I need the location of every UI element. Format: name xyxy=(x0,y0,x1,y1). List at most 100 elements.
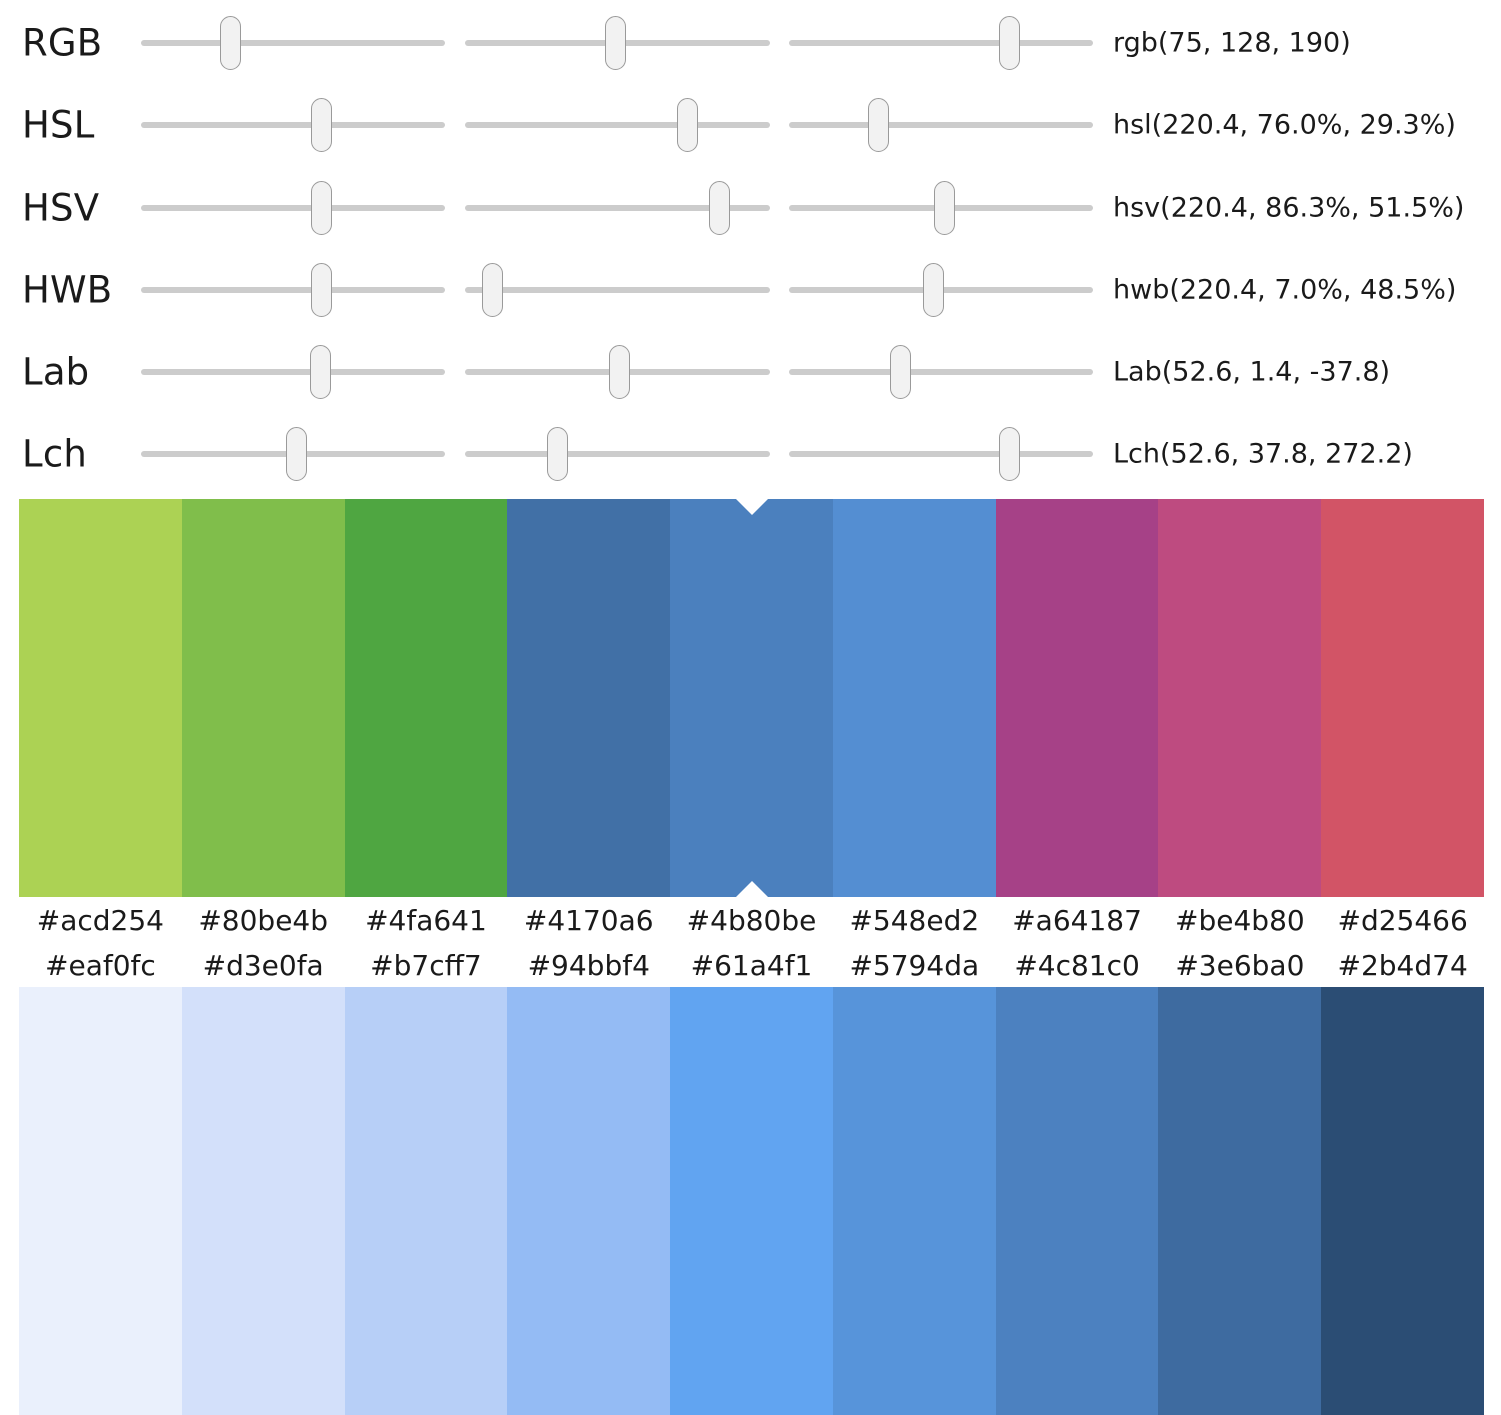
slider-thumb[interactable] xyxy=(609,345,631,399)
slider-lch-hue[interactable] xyxy=(789,426,1093,482)
selected-marker-top-icon xyxy=(735,499,768,515)
slider-track[interactable] xyxy=(789,40,1093,46)
color-swatch[interactable] xyxy=(670,499,833,897)
color-swatch[interactable] xyxy=(995,987,1159,1415)
color-swatch[interactable] xyxy=(832,499,996,897)
value-label-lab: Lab(52.6, 1.4, -37.8) xyxy=(1113,356,1391,388)
slider-thumb[interactable] xyxy=(219,16,241,70)
slider-row-lch: Lch Lch(52.6, 37.8, 272.2) xyxy=(0,423,1501,485)
hex-label-row-top: #acd254 #80be4b #4fa641 #4170a6 #4b80be #548e… xyxy=(19,898,1484,943)
slider-row-rgb: RGB rgb(75, 128, 190) xyxy=(0,12,1501,74)
slider-thumb[interactable] xyxy=(309,345,331,399)
slider-thumb[interactable] xyxy=(481,263,503,317)
slider-thumb[interactable] xyxy=(311,263,333,317)
slider-hwb-whiteness[interactable] xyxy=(465,262,770,318)
slider-thumb[interactable] xyxy=(604,16,626,70)
palette-top[interactable] xyxy=(19,499,1485,897)
hex-label: #2b4d74 xyxy=(1337,949,1468,982)
slider-rgb-green[interactable] xyxy=(465,15,770,71)
slider-track[interactable] xyxy=(141,205,445,211)
slider-thumb[interactable] xyxy=(311,98,333,152)
slider-hsv-hue[interactable] xyxy=(141,180,445,236)
slider-track[interactable] xyxy=(465,122,770,128)
color-swatch[interactable] xyxy=(507,987,671,1415)
hex-label: #3e6ba0 xyxy=(1175,949,1305,982)
slider-lch-lightness[interactable] xyxy=(141,426,445,482)
hex-label: #4c81c0 xyxy=(1014,949,1140,982)
space-label-lch: Lch xyxy=(22,432,88,476)
color-swatch[interactable] xyxy=(670,987,833,1415)
slider-track[interactable] xyxy=(141,287,445,293)
color-swatch[interactable] xyxy=(832,987,996,1415)
slider-thumb[interactable] xyxy=(890,345,912,399)
slider-thumb[interactable] xyxy=(922,263,944,317)
color-swatch[interactable] xyxy=(181,499,345,897)
slider-thumb[interactable] xyxy=(999,427,1021,481)
slider-thumb[interactable] xyxy=(286,427,308,481)
slider-track[interactable] xyxy=(141,40,445,46)
slider-row-hsv: HSV hsv(220.4, 86.3%, 51.5%) xyxy=(0,177,1501,239)
hex-label: #4b80be xyxy=(686,904,817,937)
hex-label: #61a4f1 xyxy=(690,949,813,982)
slider-hsv-value[interactable] xyxy=(789,180,1093,236)
color-space-slider-panel: RGB rgb(75, 128, 190) HSL hsl(220.4, 76.0%,… xyxy=(0,0,1501,499)
hex-label-row-bottom: #eaf0fc #d3e0fa #b7cff7 #94bbf4 #61a4f1 #5794… xyxy=(19,943,1484,988)
slider-thumb[interactable] xyxy=(867,98,889,152)
slider-lab-b-axis[interactable] xyxy=(789,344,1093,400)
slider-track[interactable] xyxy=(465,451,770,457)
slider-rgb-red[interactable] xyxy=(141,15,445,71)
slider-track[interactable] xyxy=(141,122,445,128)
slider-thumb[interactable] xyxy=(677,98,699,152)
color-swatch[interactable] xyxy=(344,987,508,1415)
palette-bottom[interactable] xyxy=(19,987,1485,1415)
slider-lab-lightness[interactable] xyxy=(141,344,445,400)
slider-hwb-blackness[interactable] xyxy=(789,262,1093,318)
color-swatch[interactable] xyxy=(1321,987,1485,1415)
slider-track[interactable] xyxy=(789,122,1093,128)
hex-label: #4170a6 xyxy=(523,904,654,937)
color-swatch[interactable] xyxy=(1158,987,1322,1415)
slider-hsl-hue[interactable] xyxy=(141,97,445,153)
slider-track[interactable] xyxy=(465,287,770,293)
slider-hwb-hue[interactable] xyxy=(141,262,445,318)
color-swatch[interactable] xyxy=(19,499,182,897)
hex-label: #be4b80 xyxy=(1175,904,1305,937)
slider-row-hwb: HWB hwb(220.4, 7.0%, 48.5%) xyxy=(0,259,1501,321)
slider-rgb-blue[interactable] xyxy=(789,15,1093,71)
slider-track[interactable] xyxy=(789,451,1093,457)
space-label-hsv: HSV xyxy=(22,186,100,230)
value-label-rgb: rgb(75, 128, 190) xyxy=(1113,27,1351,59)
hex-label: #eaf0fc xyxy=(45,949,156,982)
slider-track[interactable] xyxy=(141,369,445,375)
slider-hsl-saturation[interactable] xyxy=(465,97,770,153)
color-swatch[interactable] xyxy=(507,499,671,897)
hex-label: #d25466 xyxy=(1337,904,1468,937)
slider-row-hsl: HSL hsl(220.4, 76.0%, 29.3%) xyxy=(0,94,1501,156)
value-label-hsl: hsl(220.4, 76.0%, 29.3%) xyxy=(1113,109,1456,141)
color-swatch[interactable] xyxy=(1158,499,1322,897)
slider-hsl-lightness[interactable] xyxy=(789,97,1093,153)
slider-thumb[interactable] xyxy=(311,181,333,235)
color-swatch[interactable] xyxy=(1321,499,1485,897)
value-label-lch: Lch(52.6, 37.8, 272.2) xyxy=(1113,438,1413,470)
slider-track[interactable] xyxy=(789,369,1093,375)
space-label-lab: Lab xyxy=(22,350,90,394)
space-label-hwb: HWB xyxy=(22,268,113,312)
slider-thumb[interactable] xyxy=(546,427,568,481)
value-label-hwb: hwb(220.4, 7.0%, 48.5%) xyxy=(1113,274,1457,306)
color-swatch[interactable] xyxy=(181,987,345,1415)
slider-track[interactable] xyxy=(465,205,770,211)
color-swatch[interactable] xyxy=(344,499,508,897)
space-label-hsl: HSL xyxy=(22,103,95,147)
color-swatch[interactable] xyxy=(19,987,182,1415)
value-label-hsv: hsv(220.4, 86.3%, 51.5%) xyxy=(1113,192,1465,224)
slider-lch-chroma[interactable] xyxy=(465,426,770,482)
color-swatch[interactable] xyxy=(995,499,1159,897)
slider-thumb[interactable] xyxy=(934,181,956,235)
slider-thumb[interactable] xyxy=(709,181,731,235)
hex-label: #5794da xyxy=(849,949,980,982)
slider-lab-a-axis[interactable] xyxy=(465,344,770,400)
space-label-rgb: RGB xyxy=(22,21,103,65)
slider-hsv-saturation[interactable] xyxy=(465,180,770,236)
slider-thumb[interactable] xyxy=(998,16,1020,70)
